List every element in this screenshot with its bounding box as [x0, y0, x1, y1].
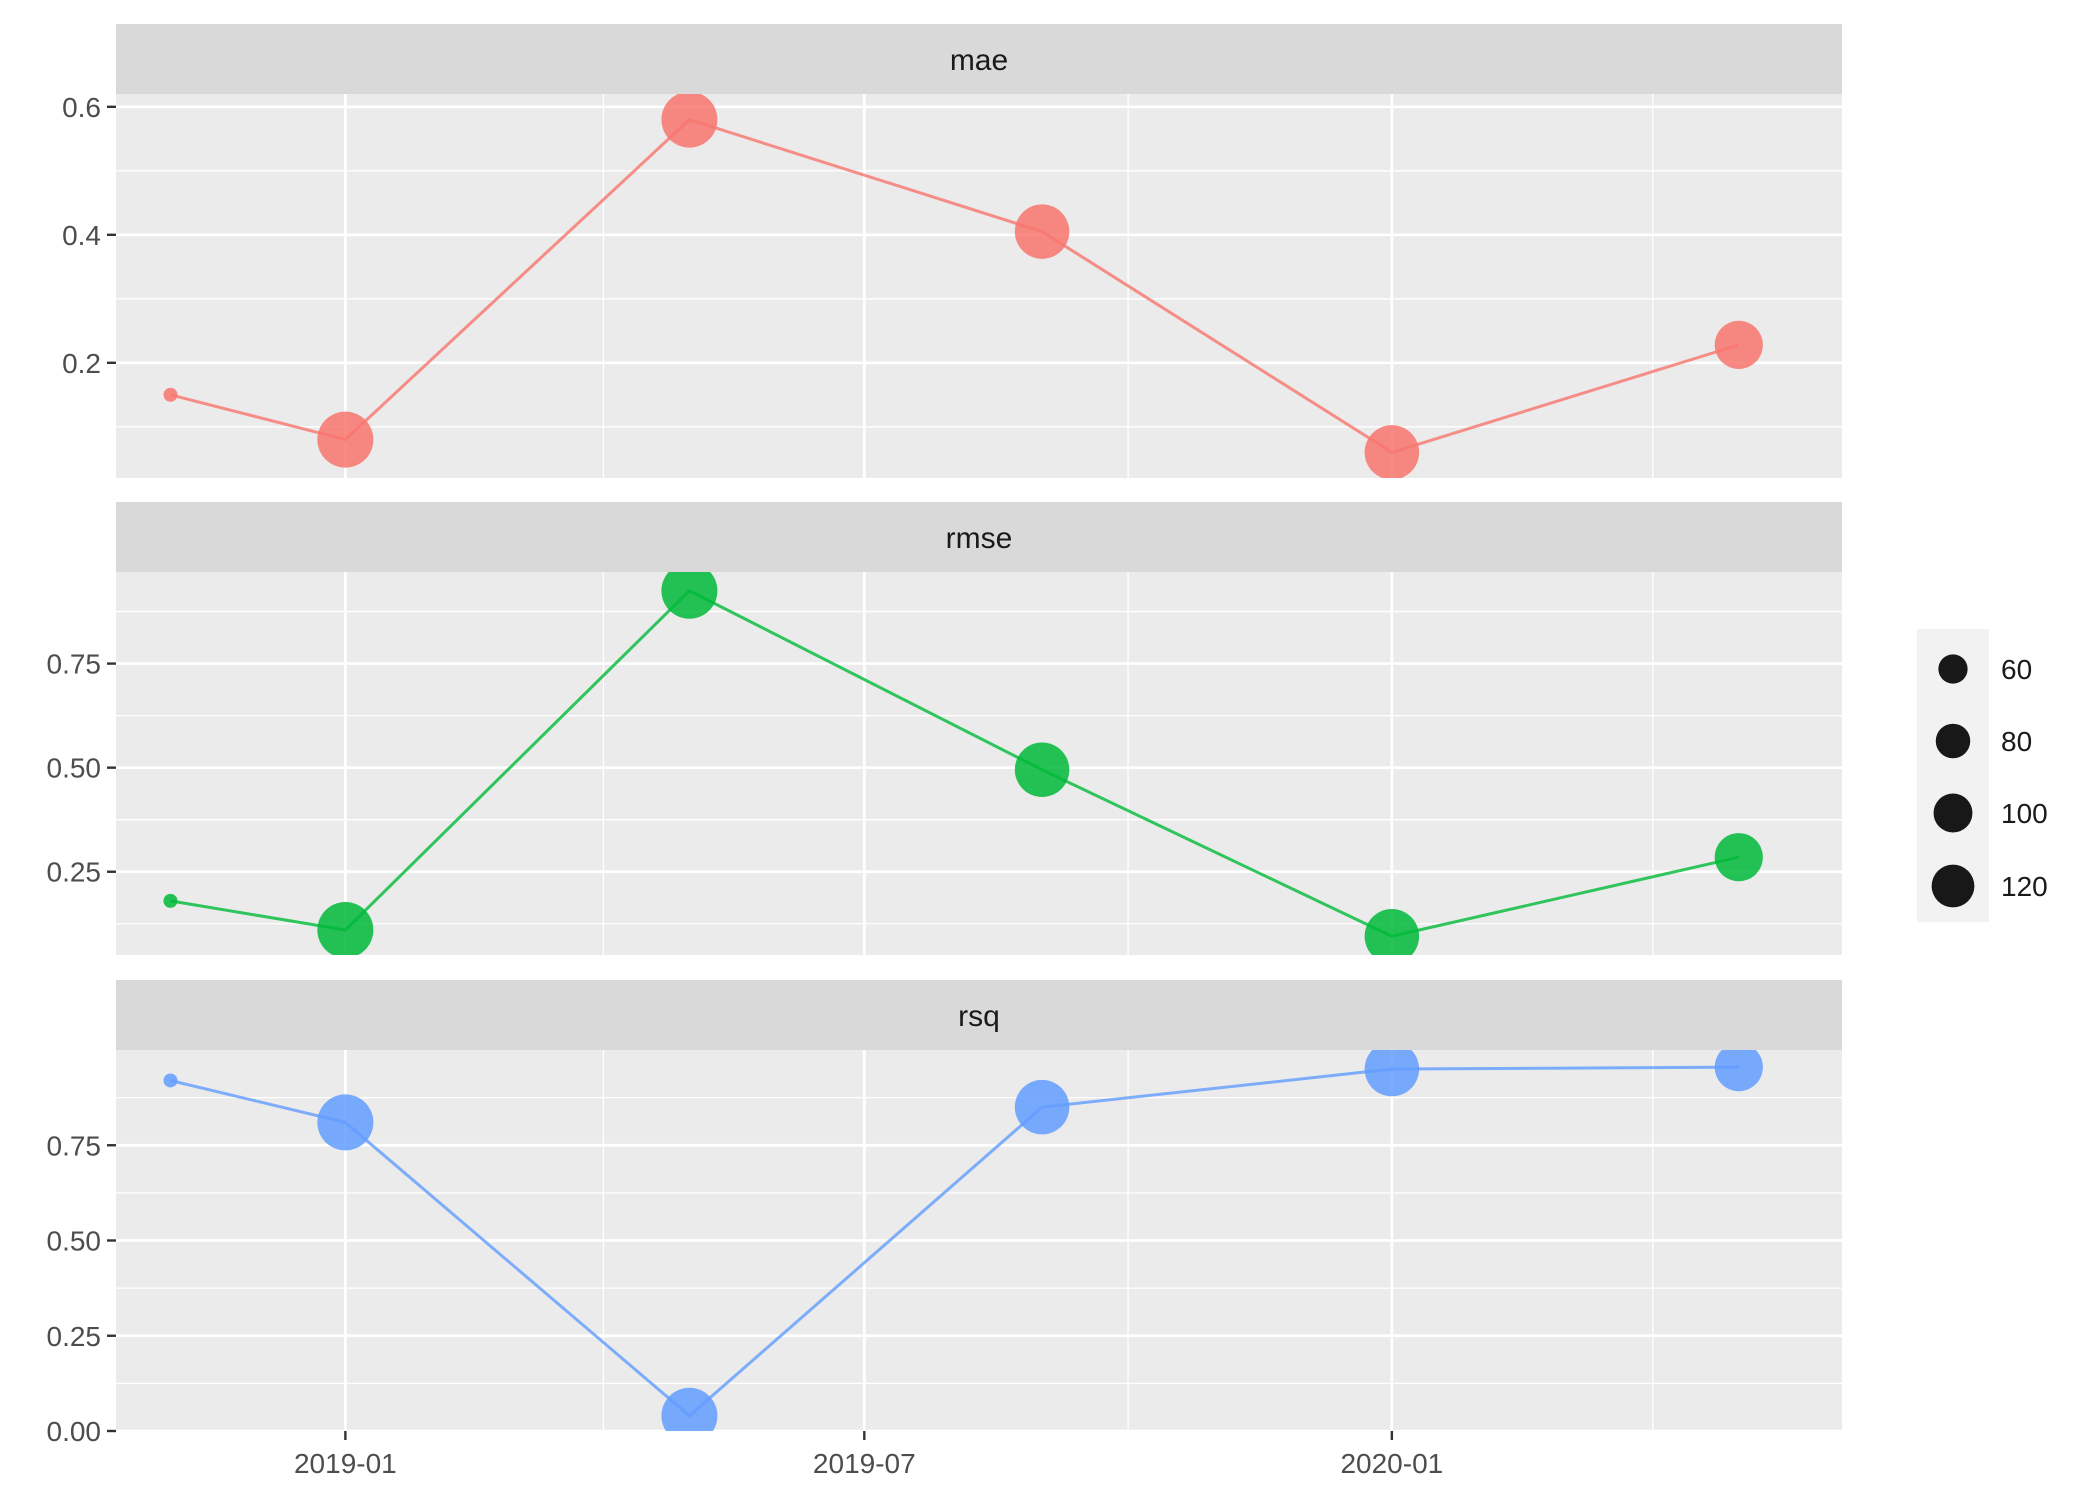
series-line: [170, 588, 1740, 938]
legend-key-label: 120: [2001, 871, 2048, 902]
x-tick-label: 2020-01: [1340, 1448, 1443, 1479]
y-tick-label: 0.25: [47, 1321, 102, 1352]
legend-key-label: 60: [2001, 654, 2032, 685]
x-tick-label: 2019-01: [294, 1448, 397, 1479]
data-point: [1714, 320, 1763, 369]
data-point: [1014, 204, 1070, 259]
facet-strip: [116, 980, 1842, 1050]
data-point: [1014, 1079, 1070, 1135]
panel-mae: mae 0.2 0.4 0.6: [62, 24, 1842, 478]
data-point: [661, 94, 718, 148]
panel-background: [116, 572, 1842, 955]
facet-strip: [116, 24, 1842, 94]
series-line: [170, 117, 1740, 455]
data-point: [1014, 742, 1070, 798]
legend-key-circle: [1938, 654, 1968, 684]
data-point: [1714, 833, 1763, 882]
data-point: [163, 1073, 178, 1088]
legend-key-circle: [1935, 723, 1971, 759]
data-point: [317, 411, 374, 468]
data-point: [1364, 909, 1420, 955]
series-rmse: [163, 572, 1763, 955]
y-tick-label: 0.75: [47, 649, 102, 680]
facet-strip: [116, 502, 1842, 572]
legend-key-circle: [1931, 864, 1975, 908]
data-point: [163, 387, 178, 402]
data-point: [1364, 1050, 1420, 1097]
y-tick-label: 0.2: [62, 348, 101, 379]
legend-key-label: 100: [2001, 798, 2048, 829]
data-point: [317, 902, 374, 955]
series-mae: [163, 94, 1763, 478]
facet-strip-label: rmse: [946, 522, 1013, 555]
data-point: [163, 893, 178, 908]
size-legend: 60 80 100 120: [1917, 629, 2048, 922]
y-tick-label: 0.4: [62, 220, 101, 251]
panel-rsq: rsq 0.00 0.25 0.50 0.75: [47, 980, 1842, 1447]
data-point: [317, 1094, 374, 1151]
panel-rmse: rmse 0.25 0.50 0.75: [47, 502, 1842, 955]
data-point: [661, 572, 718, 619]
y-tick-label: 0.25: [47, 857, 102, 888]
y-tick-label: 0.75: [47, 1130, 102, 1161]
y-tick-label: 0.00: [47, 1416, 102, 1447]
y-tick-label: 0.6: [62, 92, 101, 123]
facet-strip-label: mae: [950, 44, 1008, 77]
legend-key-circle: [1933, 793, 1973, 833]
series-line: [170, 1065, 1739, 1418]
series-rsq: [163, 1050, 1763, 1431]
data-point: [1714, 1050, 1763, 1092]
x-tick-label: 2019-07: [813, 1448, 916, 1479]
data-point: [661, 1387, 718, 1431]
panel-background: [116, 94, 1842, 478]
y-tick-label: 0.50: [47, 1226, 102, 1257]
legend-key-label: 80: [2001, 726, 2032, 757]
facet-strip-label: rsq: [958, 1000, 1000, 1033]
y-tick-label: 0.50: [47, 753, 102, 784]
data-point: [1364, 425, 1420, 478]
